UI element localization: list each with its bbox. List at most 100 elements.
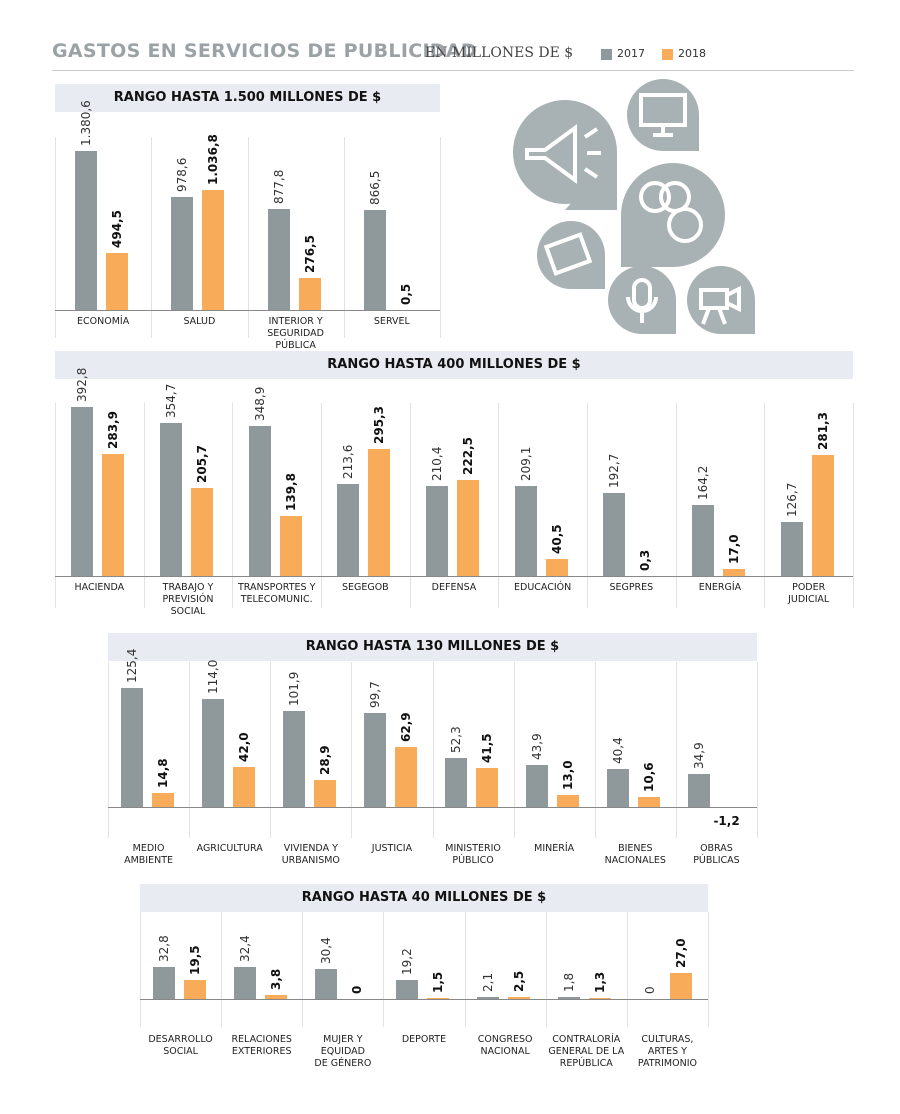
x-tick-label: MINISTERIO PÚBLICO [445,843,501,866]
bar [202,190,225,310]
page-subtitle: EN MILLONES DE $ [425,45,574,61]
value-label: 877,8 [271,169,286,204]
legend-swatch [601,49,612,60]
bar [589,997,612,999]
value-label: 40,5 [549,523,564,554]
x-tick-label: EDUCACIÓN [514,582,572,593]
category-separator [587,403,588,608]
bar [638,796,661,807]
x-tick-label: MINERÍA [534,843,575,854]
category-separator [440,137,441,338]
bar [545,558,568,576]
x-tick-label: DESARROLLO SOCIAL [148,1034,213,1057]
bar [363,712,386,807]
legend-label: 2018 [678,47,706,60]
bar [160,423,182,576]
value-label: 0 [349,985,364,994]
category-separator [383,912,385,1027]
value-label: 3,8 [268,969,283,991]
value-label: 978,6 [175,157,190,193]
x-tick-label: CULTURAS, ARTES Y PATRIMONIO [637,1034,697,1069]
bar [152,967,175,999]
value-label: 52,3 [449,725,464,753]
bar [363,210,386,310]
value-label: 101,9 [286,671,301,706]
x-tick-label: OBRAS PÚBLICAS [693,843,740,866]
value-label: 205,7 [195,444,209,483]
bar [603,493,626,576]
value-label: 209,1 [518,446,533,482]
bar [457,480,479,576]
chart-title: RANGO HASTA 130 MILLONES DE $ [108,633,757,661]
value-label: 354,7 [164,384,178,419]
bar [279,515,302,576]
value-label: 1,3 [593,971,608,993]
bar [514,486,537,576]
header-rule [52,70,854,71]
x-tick-label: CONTRALORÍA GENERAL DE LA REPÚBLICA [548,1034,625,1069]
value-label: 1,5 [431,971,445,993]
category-separator [270,662,272,838]
category-separator [409,403,411,608]
value-label: 0,3 [638,549,653,571]
category-separator [626,912,628,1027]
value-label: 43,9 [530,733,545,761]
x-tick-label: TRANSPORTES Y TELECOMUNIC. [237,582,316,605]
chart-title: RANGO HASTA 40 MILLONES DE $ [140,884,708,912]
value-label: 32,8 [156,935,171,963]
bar [106,252,129,310]
x-tick-label: SALUD [183,316,216,327]
bar [780,521,803,576]
value-label: 1.380,6 [79,99,94,146]
category-separator [151,137,153,338]
value-label: 276,5 [302,235,317,274]
value-label: -1,2 [713,814,740,829]
bar [282,710,305,807]
bar [394,747,417,807]
x-tick-label: DEFENSA [431,582,477,593]
baseline [55,310,440,311]
bar [183,979,206,999]
value-label: 1.036,8 [206,134,221,186]
category-separator [464,912,466,1027]
category-separator [764,403,766,608]
bar [233,967,256,999]
x-tick-label: SEGEGOB [341,582,389,593]
category-separator [321,403,322,608]
x-tick-label: AGRICULTURA [196,843,263,854]
bar [688,773,711,807]
x-tick-label: JUSTICIA [371,843,413,854]
category-separator [302,912,304,1027]
value-label: 2,1 [481,972,496,992]
value-label: 114,0 [205,659,220,695]
category-separator [432,662,434,838]
value-label: 348,9 [252,386,267,421]
baseline [55,576,853,577]
baseline [108,807,757,808]
bar [607,768,630,807]
x-tick-label: MEDIO AMBIENTE [124,843,174,866]
bar [426,485,448,576]
category-separator [108,662,109,838]
bar [191,487,213,576]
category-separator [675,403,677,608]
value-label: 40,4 [611,737,626,764]
category-separator [594,662,596,838]
category-separator [708,912,709,1027]
bar [337,484,360,576]
value-label: 19,5 [187,945,202,975]
value-label: 392,8 [75,367,90,403]
value-label: 17,0 [727,534,741,564]
value-label: 125,4 [124,648,139,684]
bar [151,792,174,807]
bar [298,278,321,310]
x-tick-label: TRABAJO Y PREVISIÓN SOCIAL [162,582,214,617]
category-separator [140,912,141,1027]
legend-swatch [662,49,673,60]
bar [477,996,500,999]
x-tick-label: DEPORTE [401,1034,447,1045]
x-tick-label: ENERGÍA [698,582,742,593]
value-label: 192,7 [607,453,622,489]
category-separator [221,912,223,1027]
category-separator [232,403,234,608]
